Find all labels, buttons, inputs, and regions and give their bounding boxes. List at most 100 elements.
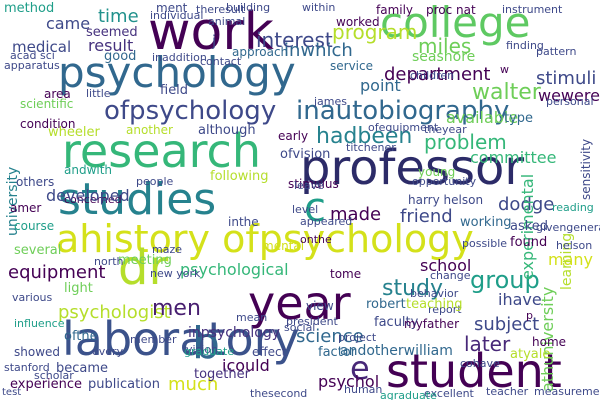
word: dodge xyxy=(498,194,555,215)
word: seemed xyxy=(86,25,138,40)
word: instrument xyxy=(502,3,563,16)
word: factor xyxy=(318,345,357,360)
word: stanford xyxy=(4,361,50,374)
word: ofvision xyxy=(280,147,331,162)
word: others xyxy=(16,175,55,189)
word: children xyxy=(410,69,455,82)
word: proc nat xyxy=(426,3,476,17)
word: developed xyxy=(46,186,130,205)
word: inaddition xyxy=(152,51,207,64)
word: behavior xyxy=(410,287,459,300)
word: c xyxy=(304,185,326,231)
word: little xyxy=(86,87,111,100)
word: together xyxy=(194,367,250,382)
word: science xyxy=(296,326,364,347)
word: experience xyxy=(10,377,83,392)
word: laboratory xyxy=(62,312,300,366)
word: ofpsychology xyxy=(104,96,277,126)
word: wheeler xyxy=(48,125,100,140)
word: tome xyxy=(330,267,362,281)
word: reading xyxy=(552,201,594,214)
word: helson xyxy=(556,239,593,252)
word: measurement xyxy=(534,385,600,398)
word: pattern xyxy=(536,45,577,58)
word: ofequipment xyxy=(368,121,439,134)
word: family xyxy=(376,3,414,17)
word: j xyxy=(212,32,217,50)
word: inwhich xyxy=(284,40,353,61)
word: onthe xyxy=(300,233,332,246)
word: faculty xyxy=(374,315,419,330)
word: research xyxy=(62,124,262,178)
word: found xyxy=(510,235,548,250)
word: worked xyxy=(336,15,380,29)
word: studies xyxy=(58,174,217,225)
word: mental xyxy=(262,239,305,253)
word: atyale xyxy=(510,347,551,362)
word: year xyxy=(248,276,351,330)
word: school xyxy=(420,256,472,275)
word: animal xyxy=(208,15,246,28)
word: inpsychology xyxy=(188,325,280,341)
word: ofthe xyxy=(64,329,98,344)
word: method xyxy=(4,1,55,16)
word: college xyxy=(380,0,531,47)
word: teaching xyxy=(406,297,463,312)
word: finding xyxy=(506,39,544,52)
word: equipment xyxy=(8,262,106,283)
word: graduate xyxy=(184,345,235,358)
word: givengeneral xyxy=(536,221,600,234)
word: amer xyxy=(10,201,42,215)
word: scientific xyxy=(20,97,74,111)
word: subject xyxy=(474,314,540,335)
word: e xyxy=(350,349,370,387)
word: report xyxy=(428,303,462,316)
word: cohave xyxy=(460,357,500,370)
word: early xyxy=(278,129,309,143)
word: social xyxy=(284,321,316,334)
word: member xyxy=(130,333,177,346)
word: leave xyxy=(294,179,324,192)
word: program xyxy=(332,20,418,44)
word: human xyxy=(344,383,383,396)
word: available xyxy=(446,108,519,127)
word: scholar xyxy=(34,369,74,382)
word: became xyxy=(56,361,109,376)
word: w xyxy=(500,63,509,76)
word: group xyxy=(470,266,540,294)
word: influence xyxy=(14,317,65,330)
word: study xyxy=(382,276,444,301)
word: personal xyxy=(546,95,594,108)
word: harry helson xyxy=(408,193,484,207)
word: following xyxy=(210,169,269,184)
word: asked xyxy=(510,219,549,234)
word: icould xyxy=(222,356,270,375)
word: hadbeen xyxy=(316,124,413,149)
word: vision xyxy=(186,343,219,356)
word: theresult xyxy=(196,3,246,16)
word: point xyxy=(360,76,401,95)
word: condition xyxy=(20,117,76,131)
word: several xyxy=(14,243,62,258)
word: meeting xyxy=(118,253,172,268)
word: professor xyxy=(300,140,525,196)
word: student xyxy=(386,344,562,398)
word: individual xyxy=(150,9,204,22)
word: problem xyxy=(424,130,507,154)
word: psychology xyxy=(58,48,296,97)
word: work xyxy=(148,2,274,62)
word: possible xyxy=(462,237,508,250)
word: much xyxy=(168,374,219,395)
word: made xyxy=(330,204,382,225)
word: every xyxy=(92,345,124,358)
word: result xyxy=(88,36,134,55)
word: excellent xyxy=(424,387,474,400)
word: inthe xyxy=(228,215,259,229)
word: psychologist xyxy=(58,302,171,323)
word: stimuli xyxy=(536,68,597,89)
word: publication xyxy=(88,377,160,392)
word: interest xyxy=(256,28,333,52)
word: although xyxy=(198,123,256,138)
word: test xyxy=(2,387,22,398)
